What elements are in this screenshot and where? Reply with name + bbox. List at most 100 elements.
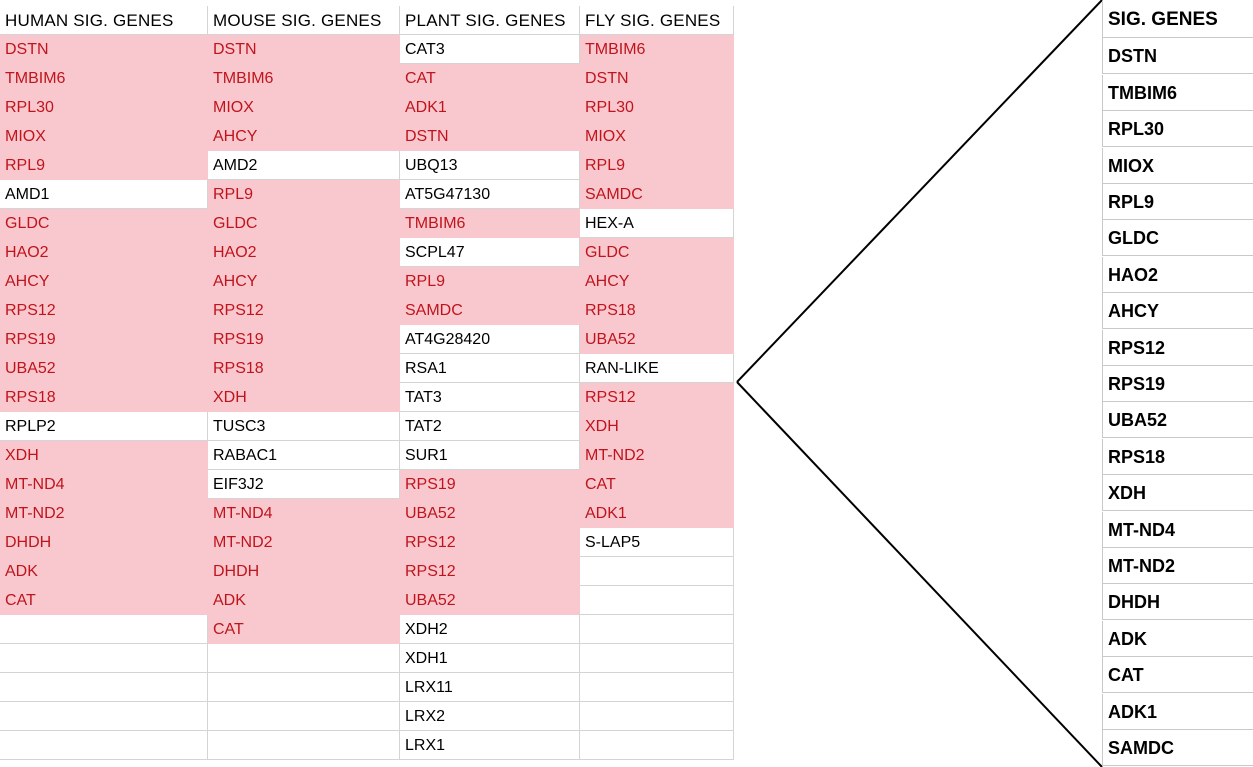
gene-cell-highlighted[interactable]: MIOX — [0, 122, 208, 151]
gene-cell-highlighted[interactable]: RPS12 — [400, 528, 580, 557]
gene-cell-highlighted[interactable]: GLDC — [208, 209, 400, 238]
gene-cell[interactable]: AT5G47130 — [400, 180, 580, 209]
gene-cell-highlighted[interactable]: MIOX — [580, 122, 734, 151]
gene-cell[interactable]: AMD1 — [0, 180, 208, 209]
gene-cell[interactable]: TAT3 — [400, 383, 580, 412]
gene-cell-highlighted[interactable]: AHCY — [580, 267, 734, 296]
gene-cell[interactable]: AMD2 — [208, 151, 400, 180]
gene-cell-highlighted[interactable]: HAO2 — [208, 238, 400, 267]
gene-cell-highlighted[interactable]: DSTN — [400, 122, 580, 151]
gene-cell[interactable]: LRX1 — [400, 731, 580, 760]
gene-cell-highlighted[interactable]: DSTN — [0, 35, 208, 64]
gene-cell[interactable] — [0, 702, 208, 731]
gene-cell-highlighted[interactable]: DHDH — [0, 528, 208, 557]
gene-cell[interactable] — [580, 557, 734, 586]
gene-cell-highlighted[interactable]: UBA52 — [400, 586, 580, 615]
gene-cell-highlighted[interactable]: MIOX — [208, 93, 400, 122]
gene-cell-highlighted[interactable]: MT-ND2 — [0, 499, 208, 528]
gene-cell-highlighted[interactable]: GLDC — [0, 209, 208, 238]
gene-cell[interactable]: RAN-LIKE — [580, 354, 734, 383]
column-header[interactable]: PLANT SIG. GENES — [400, 6, 580, 35]
gene-cell-highlighted[interactable]: ADK1 — [580, 499, 734, 528]
gene-cell-highlighted[interactable]: XDH — [208, 383, 400, 412]
gene-cell-highlighted[interactable]: SAMDC — [400, 296, 580, 325]
gene-cell-highlighted[interactable]: AHCY — [208, 267, 400, 296]
gene-cell-highlighted[interactable]: RPS19 — [208, 325, 400, 354]
gene-cell-highlighted[interactable]: RPL9 — [208, 180, 400, 209]
gene-cell-highlighted[interactable]: MT-ND2 — [208, 528, 400, 557]
gene-cell-highlighted[interactable]: RPS12 — [0, 296, 208, 325]
gene-cell-highlighted[interactable]: RPS12 — [580, 383, 734, 412]
gene-cell[interactable] — [580, 644, 734, 673]
gene-cell-highlighted[interactable]: CAT — [580, 470, 734, 499]
gene-cell-highlighted[interactable]: UBA52 — [400, 499, 580, 528]
gene-cell-highlighted[interactable]: CAT — [0, 586, 208, 615]
gene-cell[interactable]: RPLP2 — [0, 412, 208, 441]
gene-cell-highlighted[interactable]: HAO2 — [0, 238, 208, 267]
gene-cell-highlighted[interactable]: AHCY — [208, 122, 400, 151]
gene-cell-highlighted[interactable]: MT-ND4 — [208, 499, 400, 528]
gene-cell-highlighted[interactable]: SAMDC — [580, 180, 734, 209]
gene-cell-highlighted[interactable]: ADK — [0, 557, 208, 586]
gene-cell-highlighted[interactable]: XDH — [0, 441, 208, 470]
gene-cell[interactable] — [208, 644, 400, 673]
gene-cell-highlighted[interactable]: UBA52 — [580, 325, 734, 354]
gene-cell-highlighted[interactable]: RPS18 — [580, 296, 734, 325]
gene-cell-highlighted[interactable]: UBA52 — [0, 354, 208, 383]
gene-cell[interactable] — [208, 731, 400, 760]
gene-cell-highlighted[interactable]: ADK1 — [400, 93, 580, 122]
gene-cell[interactable]: LRX11 — [400, 673, 580, 702]
gene-cell[interactable]: TAT2 — [400, 412, 580, 441]
gene-cell-highlighted[interactable]: RPS18 — [0, 383, 208, 412]
gene-cell-highlighted[interactable]: MT-ND2 — [580, 441, 734, 470]
gene-cell-highlighted[interactable]: DSTN — [580, 64, 734, 93]
gene-cell[interactable]: RABAC1 — [208, 441, 400, 470]
gene-cell[interactable]: EIF3J2 — [208, 470, 400, 499]
gene-cell-highlighted[interactable]: DHDH — [208, 557, 400, 586]
column-header[interactable]: FLY SIG. GENES — [580, 6, 734, 35]
gene-cell[interactable] — [208, 673, 400, 702]
gene-cell-highlighted[interactable]: XDH — [580, 412, 734, 441]
gene-cell[interactable]: SUR1 — [400, 441, 580, 470]
gene-cell[interactable] — [208, 702, 400, 731]
gene-cell-highlighted[interactable]: TMBIM6 — [400, 209, 580, 238]
gene-cell[interactable]: LRX2 — [400, 702, 580, 731]
gene-cell-highlighted[interactable]: AHCY — [0, 267, 208, 296]
gene-cell-highlighted[interactable]: TMBIM6 — [208, 64, 400, 93]
column-header[interactable]: MOUSE SIG. GENES — [208, 6, 400, 35]
gene-cell[interactable] — [0, 615, 208, 644]
gene-cell[interactable] — [580, 702, 734, 731]
gene-cell[interactable]: TUSC3 — [208, 412, 400, 441]
gene-cell[interactable]: S-LAP5 — [580, 528, 734, 557]
gene-cell[interactable] — [0, 673, 208, 702]
gene-cell[interactable]: RSA1 — [400, 354, 580, 383]
gene-cell[interactable] — [580, 586, 734, 615]
gene-cell[interactable] — [580, 731, 734, 760]
gene-cell-highlighted[interactable]: RPS19 — [400, 470, 580, 499]
gene-cell[interactable]: UBQ13 — [400, 151, 580, 180]
gene-cell[interactable] — [580, 615, 734, 644]
gene-cell-highlighted[interactable]: TMBIM6 — [580, 35, 734, 64]
gene-cell[interactable] — [580, 673, 734, 702]
gene-cell-highlighted[interactable]: RPS12 — [400, 557, 580, 586]
gene-cell-highlighted[interactable]: ADK — [208, 586, 400, 615]
gene-cell[interactable]: SCPL47 — [400, 238, 580, 267]
gene-cell-highlighted[interactable]: RPL9 — [580, 151, 734, 180]
gene-cell-highlighted[interactable]: RPL9 — [0, 151, 208, 180]
gene-cell-highlighted[interactable]: RPS12 — [208, 296, 400, 325]
gene-cell-highlighted[interactable]: RPS18 — [208, 354, 400, 383]
gene-cell[interactable]: HEX-A — [580, 209, 734, 238]
gene-cell-highlighted[interactable]: CAT — [400, 64, 580, 93]
gene-cell-highlighted[interactable]: MT-ND4 — [0, 470, 208, 499]
gene-cell-highlighted[interactable]: RPL9 — [400, 267, 580, 296]
gene-cell[interactable]: AT4G28420 — [400, 325, 580, 354]
column-header[interactable]: HUMAN SIG. GENES — [0, 6, 208, 35]
gene-cell[interactable]: CAT3 — [400, 35, 580, 64]
gene-cell-highlighted[interactable]: RPL30 — [580, 93, 734, 122]
gene-cell-highlighted[interactable]: RPL30 — [0, 93, 208, 122]
gene-cell-highlighted[interactable]: CAT — [208, 615, 400, 644]
gene-cell[interactable]: XDH1 — [400, 644, 580, 673]
gene-cell-highlighted[interactable]: RPS19 — [0, 325, 208, 354]
gene-cell-highlighted[interactable]: TMBIM6 — [0, 64, 208, 93]
gene-cell[interactable]: XDH2 — [400, 615, 580, 644]
